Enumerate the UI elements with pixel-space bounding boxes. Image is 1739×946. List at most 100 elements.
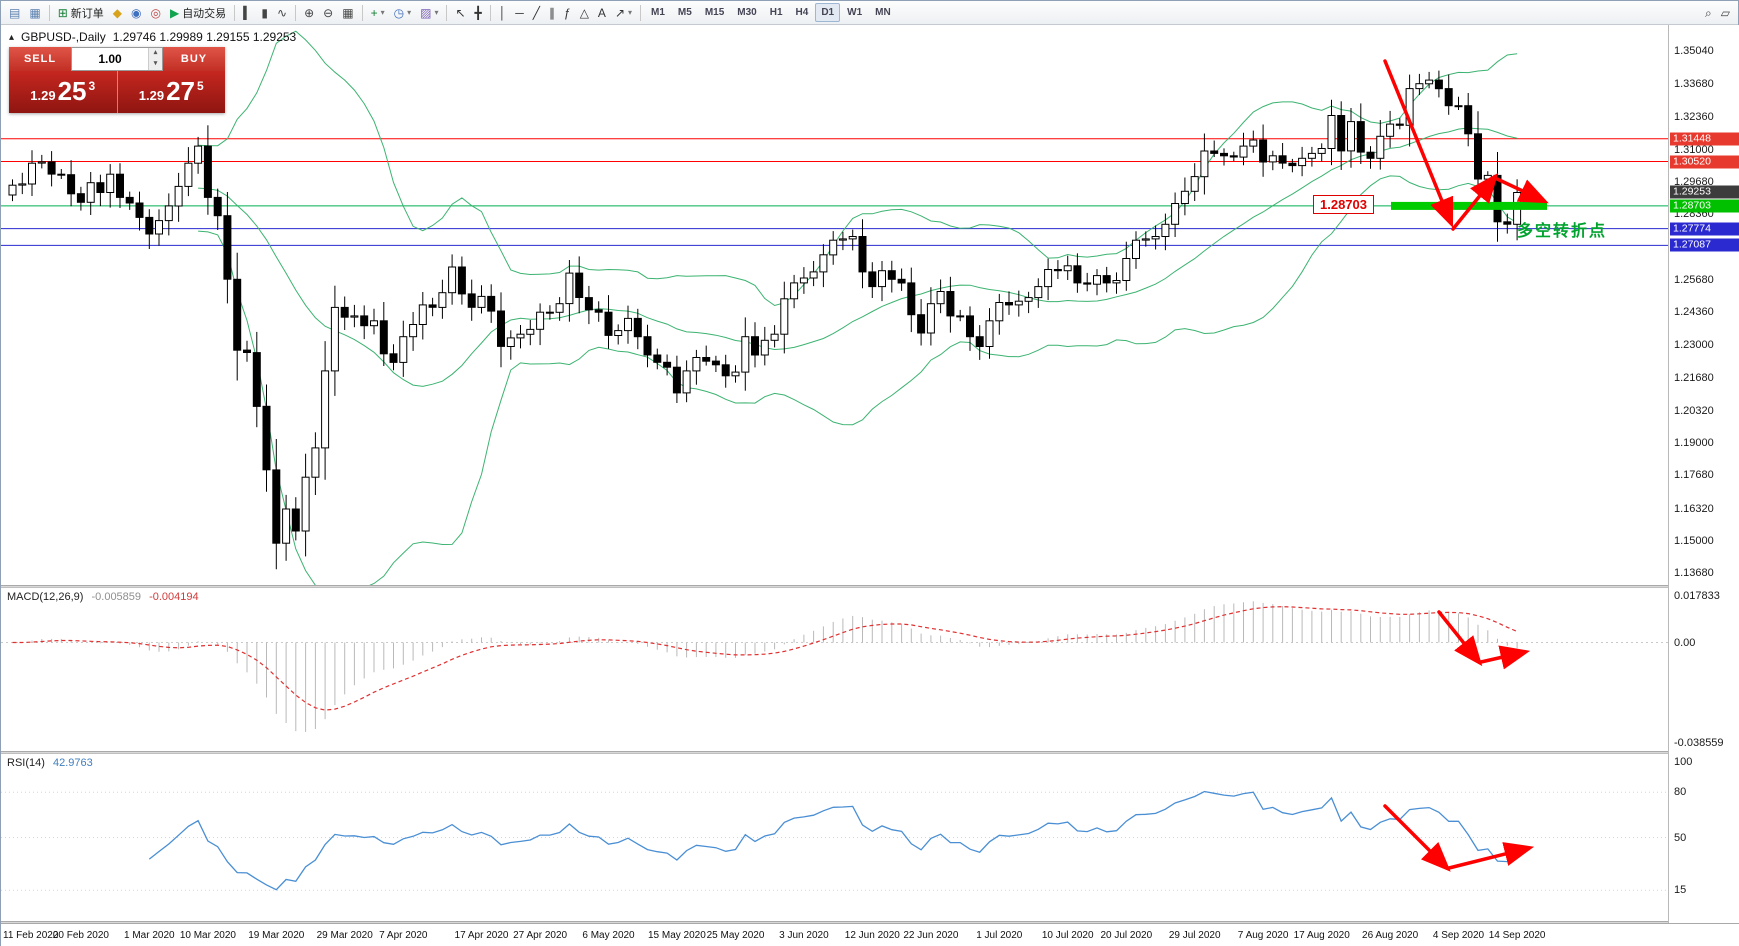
- profiles-icon: ▦: [29, 5, 41, 20]
- macd-signal-line: [12, 606, 1518, 711]
- drawn-arrow: [1383, 59, 1454, 228]
- vertical-line-button[interactable]: │: [495, 3, 511, 23]
- periods-button[interactable]: ◷ ▾: [390, 3, 416, 23]
- indicators-button[interactable]: + ▾: [367, 3, 389, 23]
- toolbar-separator: [489, 4, 491, 21]
- autotrading-button-label: 自动交易: [182, 7, 227, 20]
- fibonacci-button[interactable]: ƒ: [560, 3, 575, 23]
- autotrading-icon: ▶: [169, 5, 180, 20]
- price-axis-label: 1.20320: [1674, 404, 1714, 417]
- time-axis-label: 7 Apr 2020: [379, 930, 428, 941]
- price-axis-label: 1.33680: [1674, 78, 1714, 91]
- dropdown-caret-icon: ▾: [407, 8, 412, 17]
- time-axis-label: 4 Sep 2020: [1432, 930, 1485, 941]
- bar-chart-button[interactable]: ▍: [239, 3, 256, 23]
- drawn-arrow: [1451, 172, 1499, 231]
- signals-button[interactable]: ◉: [127, 3, 145, 23]
- line-chart-button[interactable]: ∿: [273, 3, 291, 23]
- new-order-button[interactable]: ⊞ 新订单: [54, 3, 108, 23]
- volume-input[interactable]: [72, 48, 148, 70]
- arrange-windows-button[interactable]: ▦: [338, 3, 357, 23]
- channel-icon: ∥: [549, 5, 555, 20]
- periods-icon: ◷: [393, 5, 405, 20]
- timeframe-w1-button[interactable]: W1: [847, 7, 863, 18]
- macd-panel-resize-handle[interactable]: [1, 585, 1739, 588]
- news-button[interactable]: ◎: [146, 3, 164, 23]
- time-axis-label: 14 Sep 2020: [1488, 930, 1546, 941]
- search-button[interactable]: ⌕: [1701, 3, 1716, 23]
- buy-price-pip: 5: [197, 79, 204, 93]
- sell-price-button[interactable]: 1.29 25 3: [9, 71, 117, 113]
- market-button[interactable]: ◆: [109, 3, 126, 23]
- price-axis-label: 1.16320: [1674, 502, 1714, 515]
- volume-stepper: [148, 48, 162, 70]
- time-axis[interactable]: 11 Feb 2020 20 Feb 2020 1 Mar 2020 10 Mar 2…: [1, 923, 1739, 946]
- drawn-arrow: [1447, 842, 1535, 870]
- time-axis-label: 1 Mar 2020: [124, 930, 175, 941]
- sell-button[interactable]: SELL: [9, 47, 71, 71]
- text-icon: A: [597, 5, 606, 20]
- chart-window[interactable]: ▴ GBPUSD-,Daily 1.29746 1.29989 1.29155 …: [1, 25, 1739, 946]
- time-axis-label: 15 May 2020: [647, 930, 706, 941]
- trade-panel-toggle[interactable]: ▴: [9, 31, 15, 43]
- support-level-label: 1.28703: [1313, 195, 1374, 214]
- profiles-button[interactable]: ▦: [25, 3, 44, 23]
- timeframe-m30-button[interactable]: M30: [737, 7, 757, 18]
- price-axis-label: 1.25680: [1674, 273, 1714, 286]
- new-chart-button[interactable]: ▤: [5, 3, 24, 23]
- data-window-button[interactable]: ▱: [1717, 3, 1734, 23]
- autotrading-button[interactable]: ▶ 自动交易: [166, 3, 230, 23]
- time-axis-label: 20 Jul 2020: [1100, 930, 1153, 941]
- zoom-in-button[interactable]: ⊕: [300, 3, 318, 23]
- rsi-panel-canvas[interactable]: [1, 754, 1668, 921]
- crosshair-button[interactable]: ╋: [471, 3, 486, 23]
- rsi-indicator-label: RSI(14) 42.9763: [7, 757, 98, 769]
- toolbar-separator: [295, 4, 297, 21]
- arrow-objects-button[interactable]: ↗ ▾: [611, 3, 636, 23]
- text-button[interactable]: A: [594, 3, 610, 23]
- volume-increase-button[interactable]: [149, 48, 162, 59]
- timeframe-mn-button[interactable]: MN: [875, 7, 891, 18]
- shapes-button[interactable]: △: [576, 3, 593, 23]
- volume-decrease-button[interactable]: [149, 59, 162, 70]
- time-axis-label: 20 Feb 2020: [52, 930, 109, 941]
- time-axis-label: 1 Jul 2020: [976, 930, 1023, 941]
- templates-button[interactable]: ▨ ▾: [416, 3, 442, 23]
- macd-panel-canvas[interactable]: [1, 588, 1668, 751]
- horizontal-line-button[interactable]: ─: [511, 3, 528, 23]
- candlestick-chart-button[interactable]: ▮: [257, 3, 272, 23]
- price-tag: 1.31448: [1670, 132, 1739, 146]
- timeframe-m5-button[interactable]: M5: [677, 7, 692, 18]
- zoom-out-button[interactable]: ⊖: [319, 3, 337, 23]
- toolbar-separator: [48, 4, 50, 21]
- cursor-button[interactable]: ↖: [451, 3, 469, 23]
- rsi-panel-resize-handle[interactable]: [1, 751, 1739, 754]
- price-tag: 1.28703: [1670, 199, 1739, 213]
- candlestick-chart-icon: ▮: [261, 5, 269, 20]
- price-chart-canvas[interactable]: [1, 25, 1668, 585]
- time-axis-label: 25 May 2020: [706, 930, 765, 941]
- macd-value-signal: -0.004194: [149, 591, 199, 603]
- time-axis-label: 17 Aug 2020: [1293, 930, 1350, 941]
- timeframe-h1-button[interactable]: H1: [769, 7, 783, 18]
- channel-button[interactable]: ∥: [545, 3, 559, 23]
- buy-price-button[interactable]: 1.29 27 5: [116, 71, 226, 113]
- bollinger-lower-band: [198, 175, 1518, 585]
- timeframe-m15-button[interactable]: M15: [704, 7, 725, 18]
- time-axis-label: 26 Aug 2020: [1362, 930, 1419, 941]
- price-axis[interactable]: 1.35040 1.33680 1.32360 1.31000 1.29680 1.283…: [1668, 25, 1739, 946]
- timeframe-d1-button[interactable]: D1: [815, 3, 841, 22]
- buy-price-big: 27: [166, 76, 196, 106]
- timeframe-h4-button[interactable]: H4: [795, 7, 809, 18]
- buy-button[interactable]: BUY: [163, 47, 225, 71]
- price-axis-label: 1.24360: [1674, 306, 1714, 318]
- macd-name: MACD(12,26,9): [7, 591, 84, 603]
- trendline-button[interactable]: ╱: [529, 3, 544, 23]
- one-click-trading-panel: SELL BUY 1.29 25 3 1.29: [9, 47, 225, 113]
- shapes-icon: △: [579, 5, 589, 20]
- time-axis-label: 27 Apr 2020: [513, 930, 568, 941]
- new-order-icon: ⊞: [57, 5, 68, 20]
- timeframe-m1-button[interactable]: M1: [651, 7, 665, 18]
- macd-histogram: [21, 601, 1518, 732]
- new-order-button-label: 新订单: [70, 7, 104, 20]
